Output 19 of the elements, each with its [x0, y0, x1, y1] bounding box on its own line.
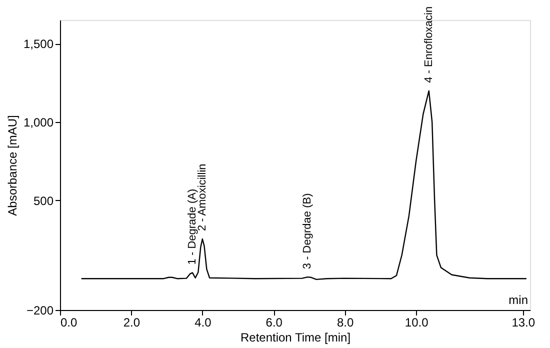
x-tick-label: 0.0 [60, 316, 78, 330]
x-tick-label: 4.0 [194, 316, 212, 330]
annotation: 1 - Degrade (A) [186, 188, 198, 265]
y-tick-label: 1,000 [23, 115, 54, 130]
annotation: min [508, 293, 528, 307]
x-axis-title: Retention Time [min] [240, 330, 351, 344]
x-tick-label: 2.0 [123, 316, 140, 330]
annotation: 4 - Enrofloxacin [422, 6, 435, 83]
y-tick-label: 1,500 [23, 37, 54, 52]
line-series [80, 90, 528, 280]
y-tick-label: 500 [33, 194, 54, 208]
x-tick-label: 13.0 [512, 316, 536, 330]
y-tick-label: −200 [26, 304, 54, 318]
x-tick-label: 10.0 [404, 316, 429, 330]
x-tick-label: 8.0 [337, 316, 354, 330]
annotation: 3 - Degrdae (B) [301, 193, 314, 270]
y-axis-title: Absorbance [mAU] [5, 115, 20, 216]
annotation: 2 - Amoxicillin [196, 164, 208, 231]
x-tick-label: 6.0 [266, 316, 283, 330]
